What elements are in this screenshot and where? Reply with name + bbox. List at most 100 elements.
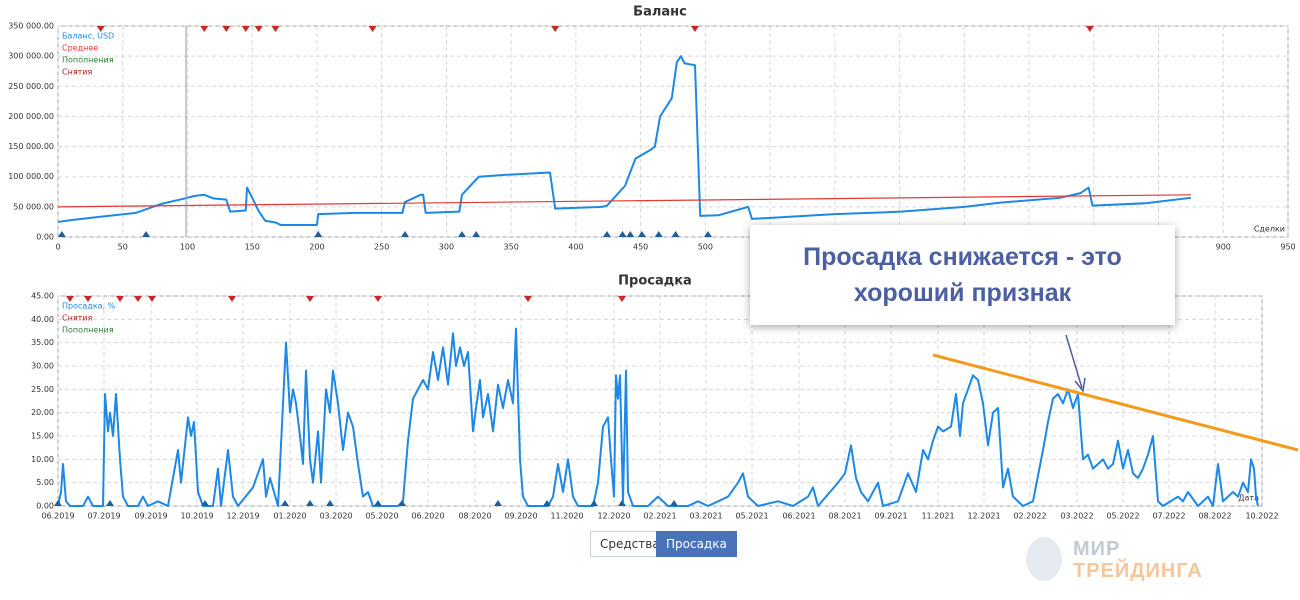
legend-entry: Пополнения: [62, 326, 114, 335]
x-tick-label: 09.2019: [134, 512, 167, 521]
event-marker: [200, 26, 209, 32]
event-marker: [142, 231, 151, 237]
event-marker: [626, 231, 635, 237]
logo-text: МИР: [1073, 538, 1121, 560]
event-marker: [618, 231, 627, 237]
event-marker: [457, 231, 466, 237]
event-marker: [524, 296, 532, 302]
x-tick-label: 200: [309, 243, 324, 252]
x-tick-label: 09.2020: [504, 512, 537, 521]
x-tick-label: 03.2021: [689, 512, 722, 521]
x-tick-label: 250: [374, 243, 389, 252]
event-marker: [703, 231, 712, 237]
event-marker: [618, 296, 626, 302]
y-tick-label: 20.00: [31, 408, 54, 417]
x-tick-label: 05.2022: [1106, 512, 1139, 521]
y-tick-label: 0.00: [36, 233, 54, 242]
callout-text: хороший признак: [853, 279, 1072, 307]
x-tick-label: 09.2021: [874, 512, 907, 521]
event-marker: [314, 231, 323, 237]
y-tick-label: 5.00: [36, 478, 54, 487]
y-tick-label: 350 000.00: [8, 22, 54, 31]
event-marker: [326, 500, 334, 506]
y-tick-label: 50 000.00: [13, 202, 54, 211]
x-tick-label: 08.2021: [828, 512, 861, 521]
series-line: [57, 327, 1259, 507]
arrow-head: [1074, 377, 1086, 393]
y-tick-label: 45.00: [31, 292, 54, 301]
x-tick-label: 03.2022: [1060, 512, 1093, 521]
x-tick-label: 10.2022: [1245, 512, 1278, 521]
x-tick-label: 400: [568, 243, 583, 252]
y-tick-label: 250 000.00: [8, 82, 54, 91]
y-tick-label: 150 000.00: [8, 142, 54, 151]
x-tick-label: 12.2020: [597, 512, 630, 521]
x-tick-label: 12.2019: [226, 512, 259, 521]
button-active[interactable]: Просадка: [656, 531, 737, 557]
event-marker: [222, 26, 231, 32]
x-axis-label: Сделки: [1254, 225, 1285, 234]
x-tick-label: 07.2019: [87, 512, 120, 521]
legend-entry: Баланс, USD: [62, 32, 114, 41]
legend-entry: Снятия: [62, 68, 92, 77]
event-marker: [57, 231, 66, 237]
series-line: [57, 55, 1192, 226]
event-marker: [241, 26, 250, 32]
x-tick-label: 11.2020: [550, 512, 583, 521]
chart-title: Просадка: [618, 274, 692, 289]
x-tick-label: 300: [439, 243, 454, 252]
x-tick-label: 50: [118, 243, 128, 252]
event-marker: [670, 500, 678, 506]
x-tick-label: 05.2020: [365, 512, 398, 521]
x-tick-label: 07.2022: [1152, 512, 1185, 521]
x-tick-label: 10.2019: [180, 512, 213, 521]
y-tick-label: 10.00: [31, 455, 54, 464]
chart-title: Баланс: [633, 5, 687, 20]
y-tick-label: 15.00: [31, 432, 54, 441]
y-tick-label: 25.00: [31, 385, 54, 394]
x-tick-label: 05.2021: [735, 512, 768, 521]
x-tick-label: 12.2021: [967, 512, 1000, 521]
callout-text: Просадка снижается - это: [803, 243, 1122, 271]
event-marker: [148, 296, 156, 302]
x-tick-label: 100: [180, 243, 195, 252]
event-marker: [96, 26, 105, 32]
event-marker: [472, 231, 481, 237]
series-line: [57, 194, 1191, 208]
x-tick-label: 11.2021: [921, 512, 954, 521]
logo-text: ТРЕЙДИНГА: [1073, 560, 1203, 582]
event-marker: [116, 296, 124, 302]
y-tick-label: 200 000.00: [8, 112, 54, 121]
event-marker: [494, 500, 502, 506]
x-tick-label: 01.2020: [273, 512, 306, 521]
event-marker: [374, 500, 382, 506]
y-tick-label: 0.00: [36, 502, 54, 511]
event-marker: [551, 26, 560, 32]
logo-icon: [1026, 537, 1062, 581]
event-marker: [691, 26, 700, 32]
x-tick-label: 08.2020: [458, 512, 491, 521]
x-tick-label: 06.2021: [782, 512, 815, 521]
x-tick-label: 03.2020: [319, 512, 352, 521]
x-tick-label: 350: [504, 243, 519, 252]
x-tick-label: 02.2022: [1013, 512, 1046, 521]
x-tick-label: 06.2019: [41, 512, 74, 521]
event-marker: [84, 296, 92, 302]
x-tick-label: 950: [1280, 243, 1295, 252]
legend-entry: Снятия: [62, 314, 92, 323]
event-marker: [543, 500, 551, 506]
x-tick-label: 150: [245, 243, 260, 252]
x-axis-label: Дата: [1238, 494, 1259, 503]
y-tick-label: 30.00: [31, 362, 54, 371]
x-tick-label: 0: [55, 243, 60, 252]
trend-line: [932, 353, 1299, 452]
legend-entry: Среднее: [62, 44, 98, 53]
y-tick-label: 300 000.00: [8, 52, 54, 61]
event-marker: [368, 26, 377, 32]
event-marker: [271, 26, 280, 32]
y-tick-label: 40.00: [31, 315, 54, 324]
legend-entry: Пополнения: [62, 56, 114, 65]
event-marker: [106, 500, 114, 506]
y-tick-label: 35.00: [31, 338, 54, 347]
